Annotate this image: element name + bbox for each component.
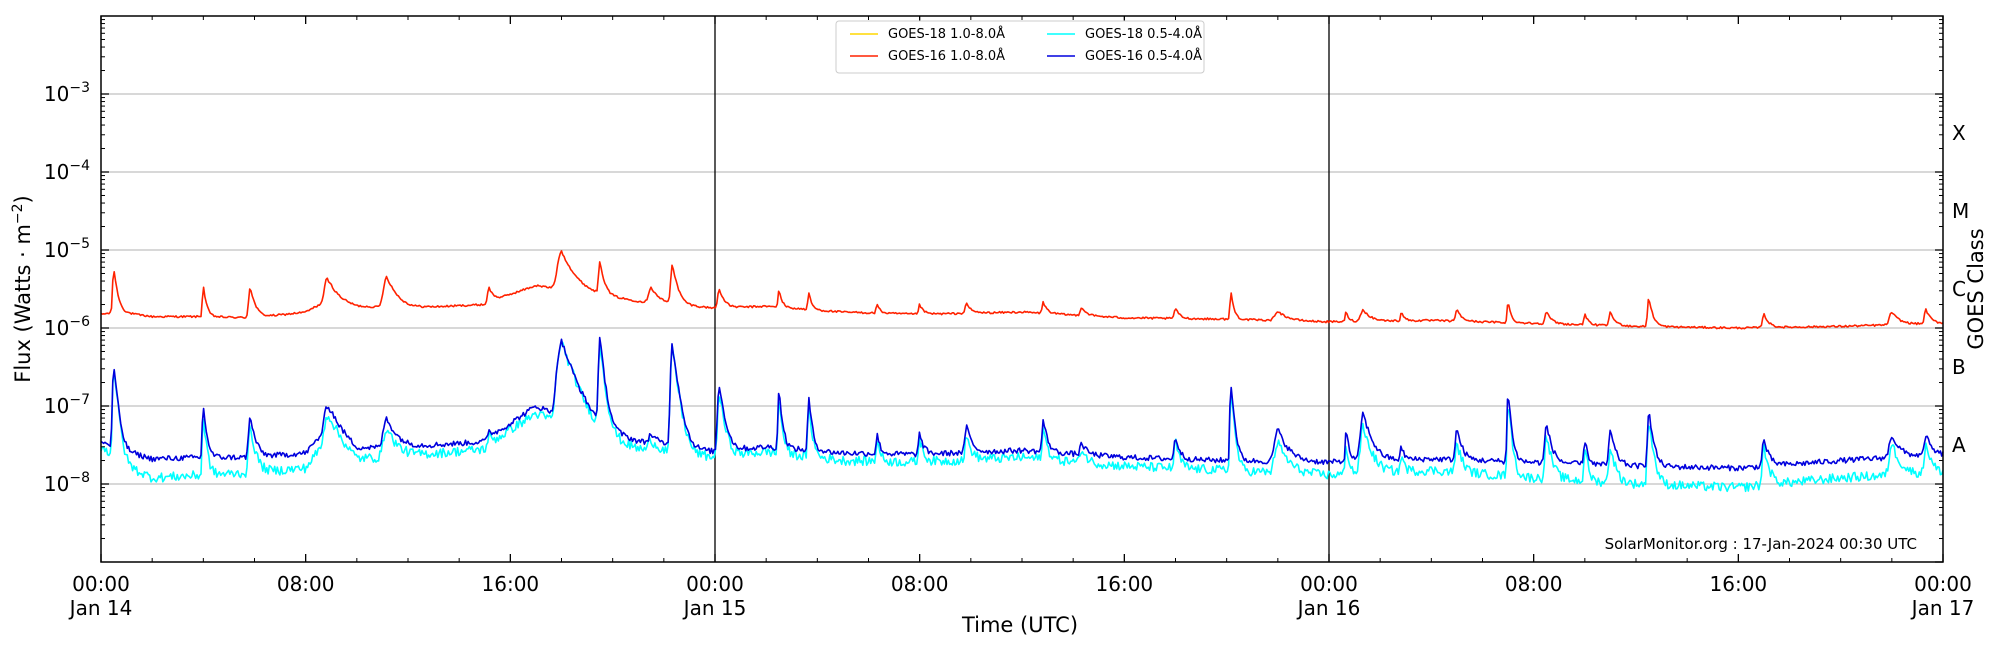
legend-label: GOES-18 1.0-8.0Å (888, 26, 1005, 42)
y-axis-ticks: 10−8 10−7 10−6 10−5 10−4 10−3 (44, 19, 1943, 563)
x-tick-label: 00:00 (1300, 572, 1358, 596)
goes-class-B: B (1952, 355, 1966, 379)
goes-class-M: M (1952, 199, 1969, 223)
series-line-3 (100, 336, 1944, 472)
y-tick-label: 10−3 (44, 80, 90, 106)
x-tick-label: 16:00 (1096, 572, 1154, 596)
gridlines (101, 93, 1943, 485)
x-tick-label: 16:00 (1710, 572, 1768, 596)
goes-class-C: C (1952, 277, 1966, 301)
series-layer (100, 250, 1944, 493)
x-tick-label: 08:00 (277, 572, 335, 596)
y-tick-label: 10−5 (44, 236, 90, 262)
legend: GOES-18 1.0-8.0Å GOES-16 1.0-8.0Å GOES-18 … (835, 20, 1205, 74)
x-tick-date-label: Jan 15 (682, 596, 747, 620)
goes-class-A: A (1952, 433, 1966, 457)
series-line-1 (100, 250, 1944, 330)
y-tick-label: 10−4 (44, 158, 90, 184)
x-tick-label: 08:00 (891, 572, 949, 596)
credit-text: SolarMonitor.org : 17-Jan-2024 00:30 UTC (1605, 535, 1917, 553)
day-boundaries (714, 16, 1330, 562)
legend-label: GOES-16 0.5-4.0Å (1085, 48, 1202, 64)
legend-label: GOES-18 0.5-4.0Å (1085, 26, 1202, 42)
x-tick-label: 00:00 (686, 572, 744, 596)
x-tick-label: 00:00 (1914, 572, 1972, 596)
y-tick-label: 10−8 (44, 470, 90, 496)
x-tick-label: 16:00 (482, 572, 540, 596)
legend-box (835, 20, 1205, 74)
x-tick-date-label: Jan 14 (68, 596, 133, 620)
right-axis-title: GOES Class (1964, 228, 1988, 349)
x-tick-label: 08:00 (1505, 572, 1563, 596)
series-line-2 (100, 340, 1944, 493)
y-tick-label: 10−7 (44, 392, 90, 418)
y-axis-title: Flux (Watts · m−2) (10, 195, 35, 383)
x-tick-date-label: Jan 17 (1910, 596, 1975, 620)
x-tick-date-label: Jan 16 (1296, 596, 1361, 620)
goes-class-X: X (1952, 121, 1966, 145)
goes-class-labels: A B C M X (1952, 121, 1969, 457)
x-axis-title: Time (UTC) (961, 613, 1078, 637)
legend-label: GOES-16 1.0-8.0Å (888, 48, 1005, 64)
y-tick-label: 10−6 (44, 314, 90, 340)
x-tick-label: 00:00 (72, 572, 130, 596)
